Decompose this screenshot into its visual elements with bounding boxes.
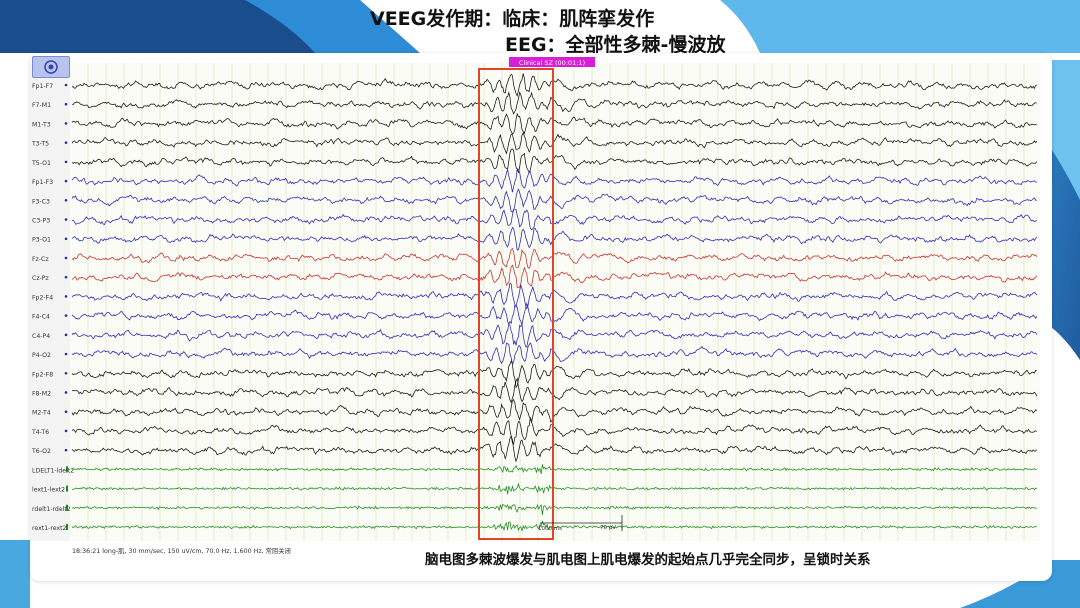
- channel-trace: [71, 148, 1038, 174]
- channel-label: M2-T4: [32, 410, 51, 417]
- status-bar: [30, 541, 1052, 561]
- slide-caption: 脑电图多棘波爆发与肌电图上肌电爆发的起始点几乎完全同步，呈锁时关系: [425, 552, 871, 568]
- channel-marker: [64, 160, 68, 164]
- channel-marker: [64, 256, 68, 260]
- channel-marker: [64, 218, 68, 221]
- channel-label: T4-T6: [31, 429, 49, 436]
- channel-trace: [71, 482, 1037, 495]
- channel-trace: [71, 302, 1038, 325]
- channel-trace: [71, 435, 1038, 463]
- channel-label: P3-O1: [32, 237, 51, 244]
- channel-marker: [64, 448, 68, 452]
- channel-marker: [64, 333, 68, 337]
- channel-label: C3-P3: [32, 218, 50, 225]
- channel-trace: [71, 503, 1037, 515]
- channel-label-column: [30, 63, 70, 541]
- channel-marker: [64, 295, 68, 298]
- channel-label: F3-C3: [32, 198, 50, 205]
- channel-marker: [64, 314, 68, 317]
- event-marker-label: Clinical SZ (00:01:1): [519, 59, 585, 67]
- right-light-band: [1052, 60, 1080, 200]
- channel-trace: [71, 188, 1037, 213]
- channel-label: F4-C4: [32, 314, 50, 321]
- channel-marker: [64, 391, 68, 394]
- channel-marker: [64, 199, 68, 202]
- channel-label: lext1-lext2: [32, 487, 65, 494]
- channel-trace: [71, 342, 1038, 365]
- channel-label: F7-M1: [32, 102, 51, 109]
- channel-marker: [64, 141, 68, 144]
- slide-title-line1: VEEG发作期：临床：肌阵挛发作: [370, 8, 655, 30]
- channel-label: T3-T5: [31, 141, 49, 148]
- channel-marker: [64, 83, 68, 87]
- channel-label: M1-T3: [32, 121, 51, 128]
- channel-trace: [71, 322, 1038, 348]
- channel-label: Cz-Pz: [32, 275, 49, 282]
- eeg-viewer: Fp1-F7 F7-M1 M1-T3 T3-T5 T5-O1 Fp1-F3 F3-C3 C3-…: [30, 57, 1052, 561]
- seizure-onset-box: [478, 68, 554, 540]
- channel-label: Fp2-F4: [32, 294, 53, 301]
- channel-trace: [71, 167, 1037, 193]
- channel-trace: [71, 417, 1038, 445]
- channel-trace: [71, 282, 1038, 310]
- slide-title-line2: EEG：全部性多棘-慢波放: [505, 34, 726, 56]
- channel-label: P4-O2: [32, 352, 51, 359]
- channel-trace: [71, 247, 1038, 269]
- channel-marker: [64, 352, 68, 356]
- channel-label: T5-O1: [31, 160, 51, 167]
- channel-label: rext1-rext2: [32, 525, 67, 532]
- channel-label: Fp1-F7: [32, 83, 53, 90]
- time-grid: [87, 63, 1025, 541]
- channel-marker: [64, 429, 68, 433]
- channel-marker: [64, 410, 68, 413]
- time-scale-label: 1000 ms: [538, 526, 562, 532]
- channel-marker: [66, 524, 68, 530]
- channel-marker: [64, 275, 68, 279]
- channel-label: C4-P4: [32, 333, 50, 340]
- channel-label: Fz-Cz: [32, 256, 49, 263]
- top-right-light-band: [720, 0, 1080, 53]
- bottom-left-band: [0, 540, 30, 608]
- channel-trace: [71, 520, 1038, 532]
- channel-label: rdelt1-rdelt2: [32, 506, 71, 513]
- channel-trace: [71, 112, 1037, 135]
- channel-trace: [71, 398, 1038, 424]
- event-marker[interactable]: [509, 57, 595, 67]
- channel-label: F8-M2: [32, 390, 51, 397]
- channel-trace: [71, 91, 1037, 115]
- channel-label: Fp1-F3: [32, 179, 53, 186]
- channel-marker: [66, 485, 68, 492]
- target-icon: [44, 60, 58, 74]
- channel-trace: [71, 464, 1037, 474]
- channel-marker: [64, 122, 68, 125]
- channel-label: LDELT1-ldelt2: [32, 467, 74, 474]
- channel-marker: [66, 504, 68, 511]
- channel-trace: [71, 264, 1038, 289]
- channel-trace: [71, 132, 1038, 155]
- status-text: 18:36:21 long-肌, 30 mm/sec, 150 uV/cm, 7…: [72, 546, 291, 555]
- channel-trace: [71, 377, 1038, 404]
- channel-label: Fp2-F8: [32, 371, 53, 378]
- top-left-blue-band: [0, 0, 330, 53]
- channel-trace: [71, 209, 1038, 231]
- channel-trace: [71, 226, 1038, 251]
- channel-trace: [71, 73, 1037, 98]
- channel-trace: [71, 360, 1037, 389]
- channel-marker: [64, 237, 68, 241]
- top-left-light-band: [245, 0, 420, 53]
- amp-scale-label: 70 μV: [600, 525, 616, 531]
- channel-marker: [64, 371, 68, 375]
- montage-settings-button[interactable]: [32, 56, 70, 78]
- channel-marker: [64, 102, 68, 106]
- channel-marker: [64, 179, 68, 183]
- channel-label: T6-O2: [31, 448, 51, 455]
- channel-marker: [66, 466, 68, 473]
